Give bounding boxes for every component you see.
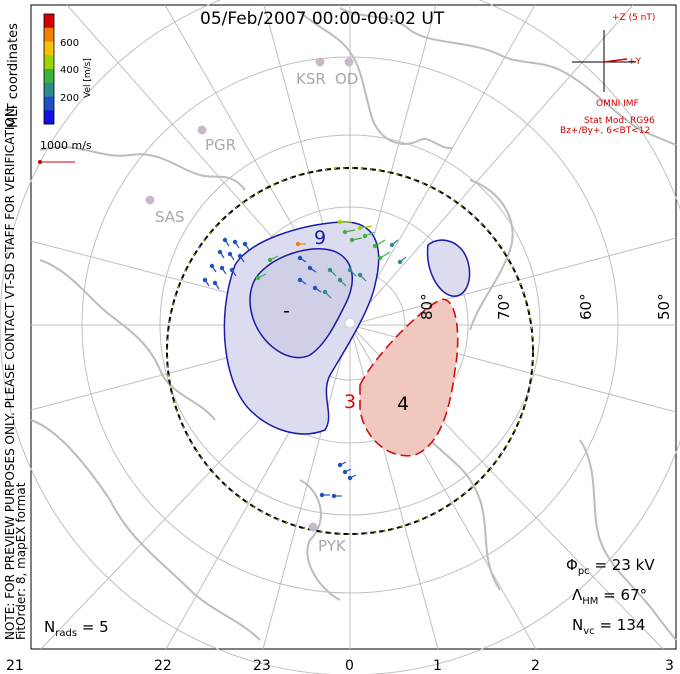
- velocity-colorbar: [44, 14, 54, 125]
- stat-n-rads: Nrads = 5: [44, 618, 109, 639]
- colorbar-segment: [44, 82, 54, 97]
- latitude-label-50: 50°: [655, 293, 673, 320]
- colorbar-tick-400: 400: [60, 65, 80, 76]
- colorbar-segment: [44, 69, 54, 84]
- station-pyk-label: PYK: [318, 537, 346, 555]
- colorbar-segment: [44, 55, 54, 70]
- colorbar-segment: [44, 14, 54, 29]
- latitude-label-70: 70°: [495, 293, 513, 320]
- velocity-vectors: [202, 219, 407, 499]
- potential-cell-small: [426, 239, 471, 297]
- stat-n-vc: Nvc = 134: [572, 616, 646, 637]
- colorbar-label: Vel [m/s]: [83, 58, 93, 98]
- stat-phi-pc: Φpc = 23 kV: [566, 556, 655, 577]
- velocity-scale-label: 1000 m/s: [40, 139, 92, 152]
- colorbar-segment: [44, 41, 54, 56]
- station-pgr-label: PGR: [205, 136, 237, 154]
- mlt-label-22: 22: [154, 658, 172, 674]
- station-ksr-marker: [315, 57, 325, 67]
- station-od-marker: [344, 57, 354, 67]
- station-markers: [145, 57, 354, 532]
- mlt-label-2: 2: [531, 658, 540, 674]
- potential-neg-min-label: 4: [397, 393, 410, 415]
- velocity-scale-dot: [38, 160, 42, 164]
- mlt-label-0: 0: [345, 658, 354, 674]
- mlt-label-23: 23: [253, 658, 271, 674]
- imf-source: OMNI IMF: [596, 99, 639, 109]
- potential-cell-negative: [359, 298, 459, 457]
- imf-model: Stat Mod: RG96: [584, 116, 655, 126]
- colorbar-segment: [44, 27, 54, 42]
- station-pyk-marker: [308, 522, 318, 532]
- station-sas-label: SAS: [155, 208, 185, 226]
- latitude-label-60: 60°: [577, 293, 595, 320]
- station-od-label: OD: [335, 70, 359, 88]
- coastlines: [30, 7, 677, 641]
- colorbar-segment: [44, 96, 54, 111]
- mlt-label-1: 1: [433, 658, 442, 674]
- colorbar-tick-600: 600: [60, 38, 80, 49]
- potential-max-label: 9: [314, 227, 327, 249]
- hmb-green-trace: [166, 167, 534, 535]
- map-title: 05/Feb/2007 00:00-00:02 UT: [200, 9, 445, 29]
- potential-neg-label: 3: [344, 391, 357, 413]
- pole-marker: [344, 317, 356, 329]
- imf-y-label: +Y: [628, 57, 642, 67]
- potential-contour-inner: [249, 248, 353, 359]
- station-ksr-label: KSR: [296, 70, 326, 88]
- colorbar-segment: [44, 110, 54, 125]
- latitude-label-80: 80°: [418, 293, 436, 320]
- imf-vector: [603, 58, 628, 63]
- station-pgr-marker: [197, 125, 207, 135]
- station-sas-marker: [145, 195, 155, 205]
- colorbar-tick-200: 200: [60, 93, 80, 104]
- colorbar-frame: [43, 13, 55, 125]
- mlt-label-3: 3: [665, 658, 674, 674]
- plot-frame: [30, 4, 677, 650]
- stat-lambda-hm: ΛHM = 67°: [572, 586, 648, 607]
- fit-info: FitOrder: 8, mapEX format: [14, 482, 28, 640]
- imf-conditions: Bz+/By+, 6<BT<12: [560, 126, 651, 136]
- mlt-label-21: 21: [6, 658, 24, 674]
- potential-min-label: -: [283, 300, 290, 322]
- imf-z-label: +Z (5 nT): [612, 13, 656, 23]
